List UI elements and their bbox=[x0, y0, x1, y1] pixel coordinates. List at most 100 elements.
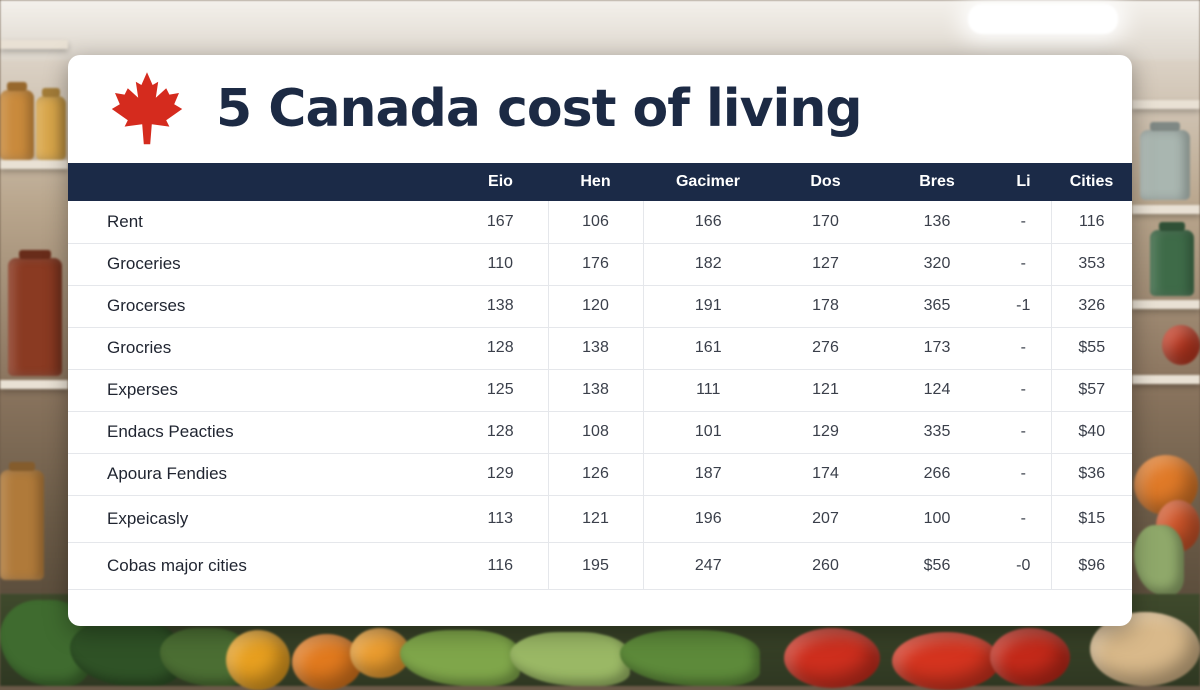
table-cell: 138 bbox=[547, 327, 643, 370]
row-label: Cobas major cities bbox=[68, 542, 453, 590]
column-header bbox=[68, 163, 453, 201]
tomato bbox=[990, 628, 1070, 686]
table-cell: $55 bbox=[1050, 327, 1132, 370]
table-cell: 120 bbox=[547, 285, 643, 328]
table-cell: 266 bbox=[878, 453, 996, 496]
row-label: Experses bbox=[68, 369, 453, 412]
column-header: Cities bbox=[1069, 173, 1114, 190]
table-cell: 128 bbox=[453, 411, 548, 454]
yellow-pepper bbox=[226, 630, 290, 690]
jar bbox=[0, 90, 34, 160]
tomato bbox=[784, 628, 880, 688]
table-row: Cobas major cities 116 195 247 260 $56 -… bbox=[68, 542, 1132, 590]
jar bbox=[36, 96, 66, 160]
table-cell: 161 bbox=[642, 327, 773, 370]
column-header: Hen bbox=[580, 173, 611, 190]
page-title: 5 Canada cost of living bbox=[216, 79, 863, 139]
table-cell: 170 bbox=[773, 201, 878, 244]
table-row: Groceries 110 176 182 127 320 - 353 bbox=[68, 243, 1132, 286]
row-label: Apoura Fendies bbox=[68, 453, 453, 496]
table-cell: 195 bbox=[547, 542, 643, 590]
leafy-greens bbox=[1134, 525, 1184, 595]
row-label: Grocerses bbox=[68, 285, 453, 328]
shelf bbox=[0, 380, 68, 389]
column-header: Gacimer bbox=[675, 173, 741, 190]
table-cell: 196 bbox=[642, 495, 773, 543]
maple-leaf-icon bbox=[111, 72, 183, 145]
table-cell: 121 bbox=[773, 369, 878, 412]
table-cell: 138 bbox=[547, 369, 643, 412]
table-cell: 320 bbox=[878, 243, 996, 286]
table-row: Endacs Peacties 128 108 101 129 335 - $4… bbox=[68, 411, 1132, 454]
table-cell: $57 bbox=[1050, 369, 1132, 412]
table-cell: 182 bbox=[642, 243, 773, 286]
ceiling-light bbox=[968, 4, 1118, 34]
table-cell: 110 bbox=[453, 243, 548, 286]
jar bbox=[0, 470, 44, 580]
table-cell: $15 bbox=[1050, 495, 1132, 543]
table-cell: 365 bbox=[878, 285, 996, 328]
row-label: Expeicasly bbox=[68, 495, 453, 543]
title-row: 5 Canada cost of living bbox=[68, 55, 1132, 163]
table-cell: 191 bbox=[642, 285, 773, 328]
row-label: Groceries bbox=[68, 243, 453, 286]
leafy-greens bbox=[400, 630, 520, 686]
table-cell: 116 bbox=[1050, 201, 1132, 244]
table-cell: - bbox=[996, 327, 1051, 370]
table-cell: 101 bbox=[642, 411, 773, 454]
table-cell: - bbox=[996, 411, 1051, 454]
table-cell: 167 bbox=[453, 201, 548, 244]
table-row: Grocerses 138 120 191 178 365 -1 326 bbox=[68, 285, 1132, 328]
jar bbox=[8, 258, 62, 376]
cost-table: Eio Hen Gacimer Dos Bres Li Cities Rent … bbox=[68, 163, 1132, 590]
table-cell: $36 bbox=[1050, 453, 1132, 496]
table-cell: 106 bbox=[547, 201, 643, 244]
column-header: Li bbox=[1016, 173, 1031, 190]
table-header-row: Eio Hen Gacimer Dos Bres Li Cities bbox=[68, 163, 1132, 201]
table-row: Experses 125 138 111 121 124 - $57 bbox=[68, 369, 1132, 412]
table-cell: - bbox=[996, 201, 1051, 244]
table-cell: - bbox=[996, 453, 1051, 496]
table-cell: 353 bbox=[1050, 243, 1132, 286]
table-cell: 125 bbox=[453, 369, 548, 412]
orange-pepper bbox=[292, 634, 362, 690]
table-row: Expeicasly 113 121 196 207 100 - $15 bbox=[68, 495, 1132, 543]
table-cell: 260 bbox=[773, 542, 878, 590]
shelf bbox=[1132, 205, 1200, 214]
table-row: Rent 167 106 166 170 136 - 116 bbox=[68, 201, 1132, 244]
table-row: Apoura Fendies 129 126 187 174 266 - $36 bbox=[68, 453, 1132, 496]
table-cell: 247 bbox=[642, 542, 773, 590]
tomato bbox=[892, 632, 1000, 690]
table-cell: - bbox=[996, 495, 1051, 543]
table-cell: 126 bbox=[547, 453, 643, 496]
table-cell: 121 bbox=[547, 495, 643, 543]
table-cell: 111 bbox=[642, 369, 773, 412]
table-cell: 173 bbox=[878, 327, 996, 370]
column-header: Eio bbox=[488, 173, 513, 190]
table-cell: -1 bbox=[996, 285, 1051, 328]
table-cell: 335 bbox=[878, 411, 996, 454]
cost-of-living-card: 5 Canada cost of living Eio Hen Gacimer … bbox=[68, 55, 1132, 626]
row-label: Rent bbox=[68, 201, 453, 244]
table-cell: 187 bbox=[642, 453, 773, 496]
table-cell: 207 bbox=[773, 495, 878, 543]
column-header: Dos bbox=[810, 173, 841, 190]
jar bbox=[1140, 130, 1190, 200]
table-cell: $56 bbox=[878, 542, 996, 590]
table-cell: 113 bbox=[453, 495, 548, 543]
shelf bbox=[1132, 375, 1200, 384]
row-label: Endacs Peacties bbox=[68, 411, 453, 454]
table-cell: 138 bbox=[453, 285, 548, 328]
shelf bbox=[0, 160, 68, 169]
table-cell: 174 bbox=[773, 453, 878, 496]
table-cell: 127 bbox=[773, 243, 878, 286]
shelf bbox=[0, 40, 68, 49]
shelf bbox=[1132, 300, 1200, 309]
table-cell: $96 bbox=[1050, 542, 1132, 590]
table-cell: - bbox=[996, 369, 1051, 412]
table-cell: 129 bbox=[453, 453, 548, 496]
row-label: Grocries bbox=[68, 327, 453, 370]
table-cell: 178 bbox=[773, 285, 878, 328]
table-cell: 129 bbox=[773, 411, 878, 454]
table-row: Grocries 128 138 161 276 173 - $55 bbox=[68, 327, 1132, 370]
